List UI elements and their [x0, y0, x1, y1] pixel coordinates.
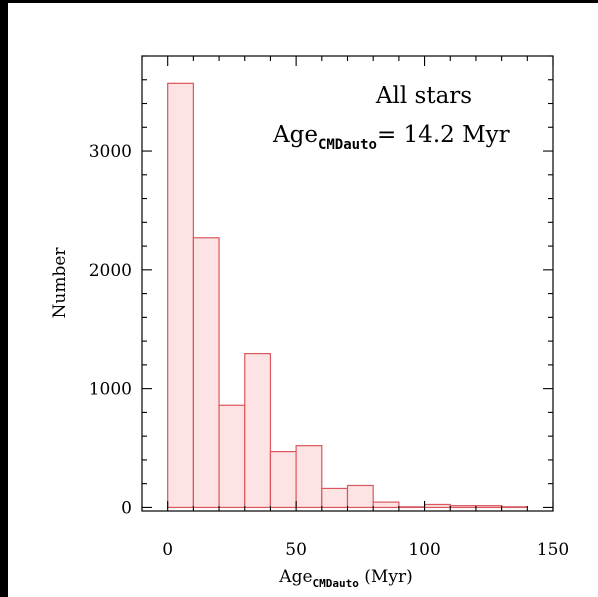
y-axis-label: Number [50, 247, 70, 319]
histogram-bar-10 [423, 503, 451, 509]
x-tick-label-150: 150 [537, 540, 569, 560]
histogram-bar-12 [475, 505, 503, 509]
x-axis-label: AgeCMDauto (Myr) [278, 567, 412, 590]
y-tick-label-1000: 1000 [89, 380, 132, 400]
histogram-bars [167, 82, 528, 509]
y-tick-label-2000: 2000 [89, 261, 132, 281]
annotation-suffix: = 14.2 Myr [377, 122, 510, 148]
histogram-bar-3 [244, 352, 272, 509]
top-border [0, 0, 598, 3]
y-tick-label-0: 0 [121, 498, 132, 518]
x-axis-label-suffix: (Myr) [359, 567, 413, 587]
axis-ticks: 0 50 100 150 0 1000 2000 3000 [89, 55, 569, 560]
chart-title: All stars [375, 83, 472, 109]
x-axis-label-subscript: CMDauto [313, 577, 360, 590]
histogram-bar-8 [372, 501, 400, 509]
left-border [0, 0, 8, 597]
annotation-age-value: AgeCMDauto= 14.2 Myr [272, 122, 510, 153]
y-tick-label-3000: 3000 [89, 142, 132, 162]
x-axis-label-prefix: Age [278, 567, 312, 587]
histogram-bar-2 [218, 404, 246, 509]
histogram-bar-13 [501, 506, 528, 509]
histogram-bar-6 [321, 487, 349, 509]
histogram-bar-7 [346, 484, 374, 509]
histogram-bar-1 [192, 237, 220, 509]
annotation-prefix: Age [272, 122, 318, 148]
histogram-bar-0 [167, 82, 194, 509]
histogram-bar-11 [449, 505, 477, 509]
histogram-bar-4 [269, 451, 297, 509]
x-tick-label-0: 0 [162, 540, 173, 560]
x-tick-label-100: 100 [408, 540, 440, 560]
x-tick-label-50: 50 [285, 540, 307, 560]
annotation-subscript: CMDauto [318, 137, 377, 153]
histogram-bar-9 [398, 506, 426, 509]
histogram-bar-5 [295, 445, 323, 509]
